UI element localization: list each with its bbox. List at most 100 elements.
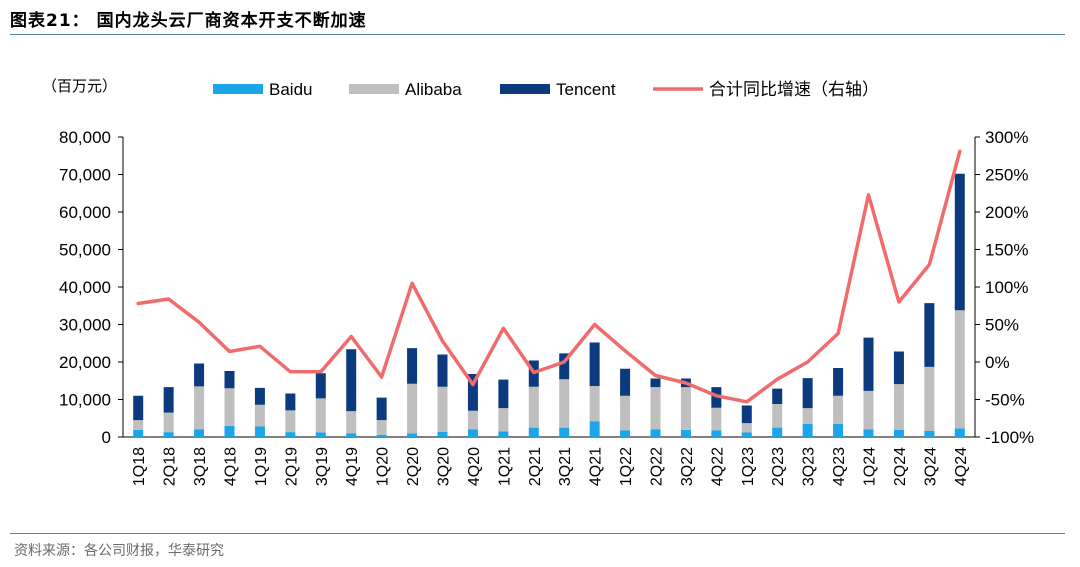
x-tick-label: 2Q18 <box>162 447 179 486</box>
bar-alibaba <box>133 420 144 430</box>
x-tick-label: 1Q20 <box>375 447 392 486</box>
bar-alibaba <box>467 410 478 430</box>
bar-tencent <box>407 348 418 384</box>
bar-alibaba <box>346 411 357 434</box>
bar-tencent <box>559 353 570 380</box>
y-right-tick-label: 100% <box>985 278 1028 297</box>
legend-growth-label: 合计同比增速（右轴） <box>709 80 879 99</box>
bar-alibaba <box>802 408 813 424</box>
bar-alibaba <box>528 386 539 428</box>
bar-tencent <box>437 354 448 387</box>
y-right-tick-label: -100% <box>985 428 1034 447</box>
y-left-tick-label: 40,000 <box>59 278 111 297</box>
x-tick-label: 4Q18 <box>223 447 240 486</box>
bar-tencent <box>163 387 174 413</box>
source-note: 资料来源：各公司财报，华泰研究 <box>14 543 224 559</box>
axes: 0 10,000 20,000 30,000 40,000 50,000 60,000 70,… <box>59 128 1034 447</box>
bar-baidu <box>163 432 174 437</box>
legend-tencent-swatch <box>500 84 550 94</box>
y-left-tick-label: 30,000 <box>59 316 111 335</box>
y-right-tick-label: 300% <box>985 128 1028 147</box>
x-tick-label: 1Q24 <box>862 447 879 486</box>
bar-baidu <box>133 429 144 437</box>
bar-tencent <box>498 379 509 409</box>
bar-baidu <box>498 431 509 437</box>
capex-chart: （百万元） Baidu Alibaba Tencent 合计同比增速（右轴） 0 10,… <box>42 78 1034 486</box>
legend-alibaba-swatch <box>349 84 399 94</box>
bar-alibaba <box>650 387 661 430</box>
bar-tencent <box>315 373 326 399</box>
bar-tencent <box>346 349 357 412</box>
x-tick-label: 2Q23 <box>770 447 787 486</box>
bar-alibaba <box>711 407 722 431</box>
x-tick-label: 4Q20 <box>466 447 483 486</box>
bar-tencent <box>254 387 265 405</box>
x-tick-label: 2Q20 <box>405 447 422 486</box>
bar-tencent <box>620 368 631 396</box>
bar-alibaba <box>254 404 265 427</box>
bar-alibaba <box>620 395 631 431</box>
bar-alibaba <box>954 310 965 429</box>
x-tick-label: 3Q22 <box>679 447 696 486</box>
x-tick-label: 3Q24 <box>922 447 939 486</box>
bar-tencent <box>224 371 235 389</box>
x-tick-label: 3Q19 <box>314 447 331 486</box>
bars <box>133 173 965 437</box>
bar-baidu <box>711 430 722 437</box>
x-tick-label: 1Q19 <box>253 447 270 486</box>
x-tick-label: 3Q18 <box>192 447 209 486</box>
bar-tencent <box>741 405 752 424</box>
y-right-tick-label: -50% <box>985 391 1025 410</box>
bar-baidu <box>528 427 539 437</box>
bar-baidu <box>315 432 326 437</box>
y-left-tick-label: 50,000 <box>59 241 111 260</box>
x-tick-label: 2Q19 <box>283 447 300 486</box>
bar-tencent <box>467 374 478 411</box>
bar-alibaba <box>924 366 935 431</box>
x-tick-label: 2Q22 <box>649 447 666 486</box>
bar-tencent <box>650 378 661 388</box>
x-tick-label: 1Q21 <box>496 447 513 486</box>
bar-baidu <box>407 433 418 437</box>
x-tick-label: 3Q20 <box>436 447 453 486</box>
x-tick-label: 4Q19 <box>344 447 361 486</box>
bar-tencent <box>924 303 935 367</box>
legend-tencent-label: Tencent <box>556 80 616 99</box>
x-tick-label: 4Q24 <box>953 447 970 486</box>
bar-alibaba <box>376 420 387 435</box>
title-divider <box>10 34 1065 35</box>
y-right-tick-label: 200% <box>985 203 1028 222</box>
bar-baidu <box>802 423 813 437</box>
bar-tencent <box>589 342 600 386</box>
bar-baidu <box>254 426 265 437</box>
bar-baidu <box>893 429 904 437</box>
bar-baidu <box>741 432 752 437</box>
x-tick-label: 1Q22 <box>618 447 635 486</box>
y-left-tick-label: 10,000 <box>59 391 111 410</box>
legend-baidu-swatch <box>213 84 263 94</box>
bar-alibaba <box>285 410 296 433</box>
bar-baidu <box>620 430 631 437</box>
y-right-tick-label: 50% <box>985 316 1019 335</box>
y-left-tick-label: 80,000 <box>59 128 111 147</box>
bar-tencent <box>376 397 387 421</box>
bar-alibaba <box>863 390 874 430</box>
bar-alibaba <box>893 384 904 430</box>
legend: Baidu Alibaba Tencent 合计同比增速（右轴） <box>213 80 879 99</box>
bar-alibaba <box>680 387 691 430</box>
x-tick-label: 2Q24 <box>892 447 909 486</box>
bar-tencent <box>802 378 813 409</box>
bar-alibaba <box>833 395 844 424</box>
bar-tencent <box>133 395 144 421</box>
bar-alibaba <box>163 412 174 433</box>
bar-alibaba <box>559 379 570 428</box>
x-tick-label: 3Q23 <box>801 447 818 486</box>
x-tick-labels: 1Q18 2Q18 3Q18 4Q18 1Q19 2Q19 3Q19 4Q19 1Q20 2Q20… <box>131 447 970 486</box>
y-right-tick-label: 250% <box>985 166 1028 185</box>
bar-tencent <box>194 363 205 387</box>
bar-baidu <box>863 429 874 437</box>
unit-label: （百万元） <box>42 78 117 95</box>
bar-baidu <box>772 427 783 437</box>
growth-line-group <box>136 149 962 404</box>
bar-baidu <box>559 427 570 437</box>
